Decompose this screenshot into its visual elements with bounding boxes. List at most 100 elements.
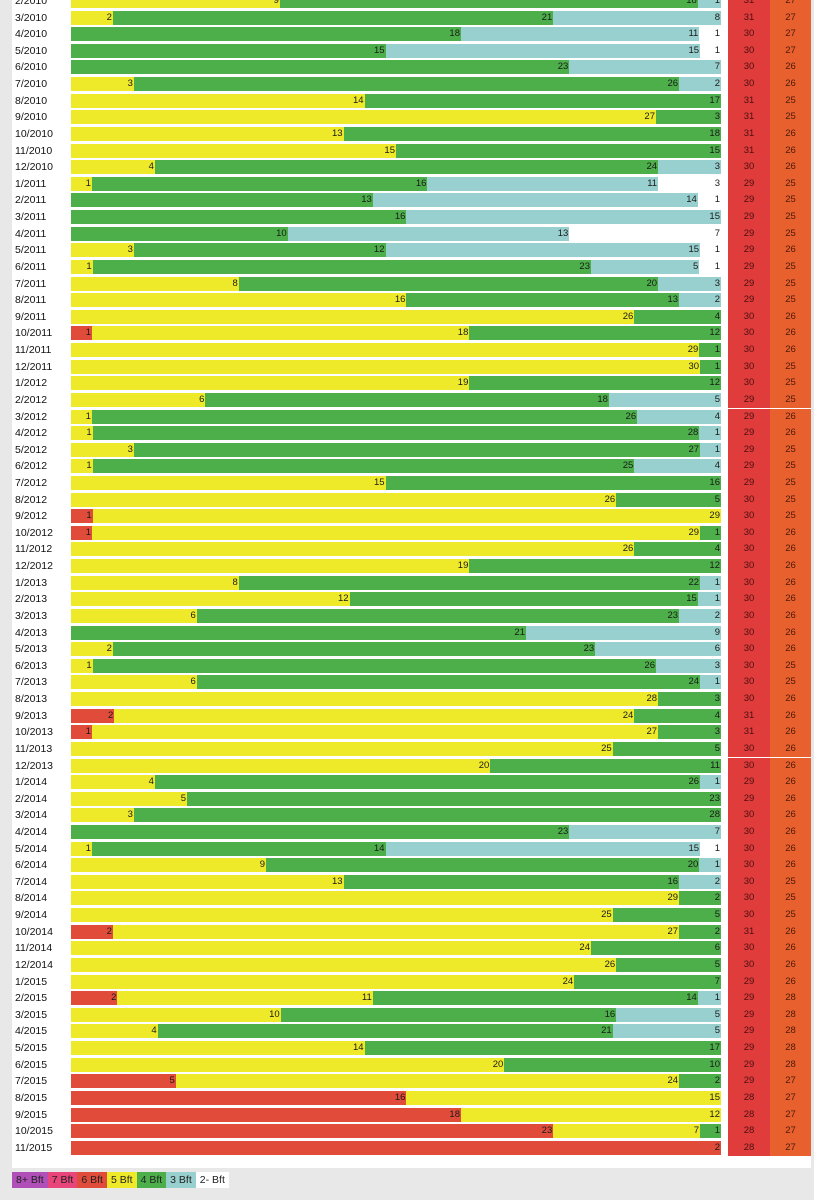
bar-segment-5-bft: 19: [71, 376, 470, 391]
segment-value: 1: [714, 0, 720, 6]
bar-segment-3-bft: 15: [385, 243, 701, 258]
value-cell-1: 30: [728, 824, 770, 841]
chart-row: 10/2014 2 27 2 31 26: [12, 923, 811, 941]
bar-segment-3-bft: 2: [679, 77, 721, 92]
stacked-bar: 29 2: [71, 891, 721, 906]
legend: 8+ Bft 7 Bft 6 Bft 5 Bft 4 Bft 3 Bft 2- Bft: [12, 1172, 229, 1188]
value-cell-1: 30: [728, 574, 770, 592]
value-cell-2: 25: [770, 175, 811, 193]
bar-segment-4-bft: 23: [112, 642, 596, 657]
chart-row: 6/2012 1 25 4 29 25: [12, 458, 811, 475]
value-cell-1: 30: [728, 607, 770, 625]
value-cell-1: 29: [728, 209, 770, 226]
stacked-bar: 28 3: [71, 692, 721, 707]
bar-segment-3-bft: 1: [700, 442, 721, 457]
chart-row: 4/2014 23 7 30 26: [12, 824, 811, 841]
segment-value: 5: [714, 1025, 720, 1037]
bar-segment-3-bft: 13: [287, 226, 570, 241]
segment-value: 20: [687, 859, 699, 871]
segment-value: 25: [601, 909, 612, 921]
value-cell-1: 30: [728, 541, 770, 559]
chart-row: 3/2013 6 23 2 30 26: [12, 607, 811, 625]
value-cell-2: 26: [770, 824, 811, 841]
stacked-bar: 6 23 2: [71, 608, 721, 623]
bar-segment-4-bft: 13: [406, 293, 680, 308]
value-cell-2: 25: [770, 225, 811, 243]
value-cell-1: 31: [728, 9, 770, 27]
bar-segment-5-bft: 1: [71, 409, 92, 424]
bar-segment-4-bft: 23: [71, 60, 570, 75]
bar-segment-5-bft: 5: [71, 791, 188, 806]
segment-value: 5: [180, 792, 187, 804]
bar-segment-3-bft: 5: [591, 259, 700, 274]
chart-row: 1/2015 24 7 29 26: [12, 973, 811, 991]
row-label: 1/2013: [15, 576, 48, 589]
legend-item: 5 Bft: [106, 1172, 137, 1188]
segment-value: 2: [714, 1075, 720, 1087]
segment-value: 24: [562, 975, 574, 987]
row-label: 8/2013: [15, 693, 48, 706]
segment-value: 21: [514, 626, 525, 638]
chart-row: 8/2010 14 17 31 25: [12, 92, 811, 110]
bar-segment-5-bft: 26: [71, 542, 635, 557]
chart-row: 7/2013 6 24 1 30 25: [12, 674, 811, 691]
stacked-bar: 3 27 1: [71, 442, 721, 457]
value-cell-2: 27: [770, 1139, 811, 1157]
bar-segment-4-bft: 1: [700, 359, 721, 374]
segment-value: 26: [644, 659, 655, 671]
segment-value: 14: [352, 1042, 364, 1054]
segment-value: 1: [714, 526, 720, 538]
stacked-bar: 10 13 7: [71, 226, 721, 241]
segment-value: 15: [709, 1091, 720, 1103]
segment-value: 6: [190, 676, 196, 688]
bar-segment-3-bft: 8: [553, 10, 721, 25]
chart-row: 6/2014 9 20 1 30 26: [12, 857, 811, 874]
segment-value: 12: [709, 377, 720, 389]
wind-days-chart: 2/2010 9 18 1 31 27 3/2010 2 21 8 31 27 4/2010 18 11 1 3…: [12, 0, 811, 1168]
value-cell-1: 29: [728, 441, 770, 459]
row-label: 11/2014: [15, 942, 53, 955]
segment-value: 13: [332, 875, 343, 887]
bar-segment-3-bft: 1: [700, 775, 721, 790]
row-label: 1/2015: [15, 975, 48, 988]
value-cell-2: 27: [770, 42, 811, 60]
bar-segment-4-bft: 14: [91, 841, 386, 856]
value-cell-1: 30: [728, 59, 770, 77]
row-label: 4/2015: [15, 1025, 48, 1038]
chart-row: 2/2015 2 11 14 1 29 28: [12, 990, 811, 1007]
segment-value: 3: [714, 161, 720, 173]
value-cell-2: 27: [770, 0, 811, 10]
segment-value: 24: [688, 676, 700, 688]
chart-row: 9/2014 25 5 30 25: [12, 907, 811, 924]
stacked-bar: 26 5: [71, 957, 721, 972]
segment-value: 12: [337, 593, 349, 605]
value-cell-1: 29: [728, 408, 770, 426]
chart-row: 12/2010 4 24 3 30 26: [12, 159, 811, 176]
bar-segment-4-bft: 3: [658, 692, 721, 707]
segment-value: 1: [714, 593, 720, 605]
chart-row: 2/2012 6 18 5 29 25: [12, 391, 811, 409]
value-cell-2: 28: [770, 1040, 811, 1057]
bar-segment-4-bft: 12: [133, 243, 386, 258]
value-cell-2: 25: [770, 375, 811, 392]
bar-segment-5-bft: 4: [71, 775, 155, 790]
value-cell-2: 27: [770, 1106, 811, 1124]
row-label: 12/2014: [15, 958, 53, 971]
bar-segment-4-bft: 25: [92, 459, 635, 474]
segment-value: 1: [714, 1125, 720, 1137]
stacked-bar: 20 11: [71, 758, 721, 773]
value-cell-2: 25: [770, 508, 811, 525]
row-label: 3/2015: [15, 1008, 48, 1021]
bar-segment-4-bft: 1: [700, 525, 721, 540]
stacked-bar: 8 22 1: [71, 575, 721, 590]
segment-value: 1: [714, 443, 720, 455]
segment-value: 14: [686, 194, 697, 206]
bar-segment-3-bft: 15: [406, 210, 721, 225]
row-label: 9/2010: [15, 111, 48, 124]
segment-value: 12: [709, 1108, 720, 1120]
stacked-bar: 1 29 1: [71, 525, 721, 540]
segment-value: 20: [478, 759, 490, 771]
value-cell-1: 30: [728, 740, 770, 758]
segment-value: 7: [714, 227, 720, 239]
legend-item: 2- Bft: [195, 1172, 229, 1188]
